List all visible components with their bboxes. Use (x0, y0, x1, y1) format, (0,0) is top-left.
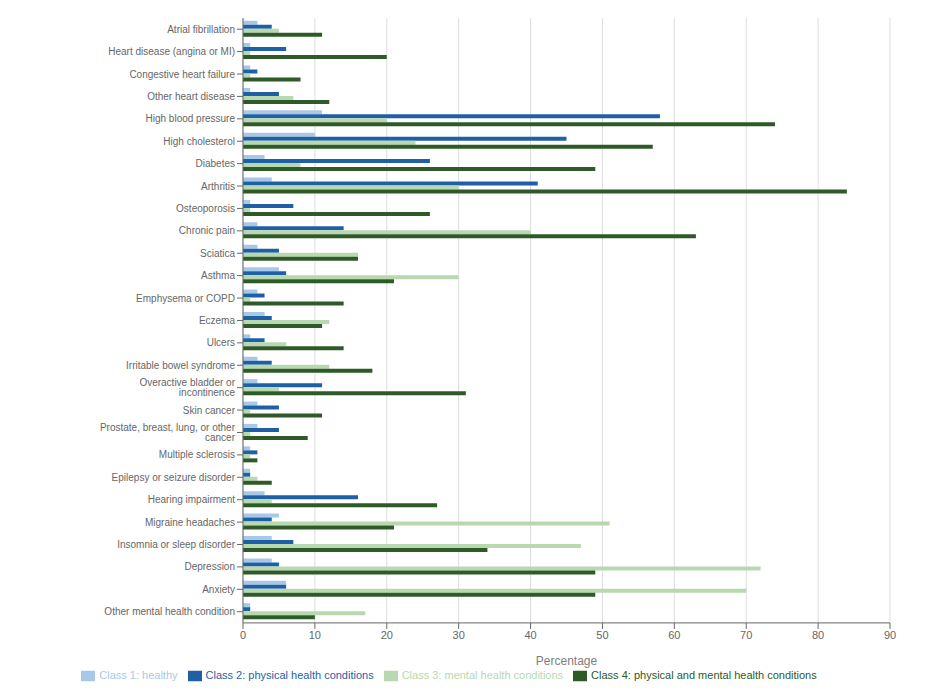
svg-text:Congestive heart failure: Congestive heart failure (129, 69, 235, 80)
svg-text:0: 0 (240, 629, 246, 641)
svg-text:Anxiety: Anxiety (202, 584, 235, 595)
svg-text:30: 30 (453, 629, 465, 641)
svg-text:70: 70 (740, 629, 752, 641)
svg-text:Overactive bladder orincontine: Overactive bladder orincontinence (139, 377, 235, 398)
svg-text:Asthma: Asthma (201, 270, 235, 281)
svg-text:Epilepsy or seizure disorder: Epilepsy or seizure disorder (112, 472, 236, 483)
svg-text:Sciatica: Sciatica (200, 248, 235, 259)
svg-text:Emphysema or COPD: Emphysema or COPD (136, 293, 235, 304)
svg-text:60: 60 (668, 629, 680, 641)
svg-text:Arthritis: Arthritis (201, 181, 235, 192)
svg-text:Prostate, breast, lung, or oth: Prostate, breast, lung, or othercancer (100, 422, 236, 443)
svg-text:Atrial fibrillation: Atrial fibrillation (167, 24, 235, 35)
svg-text:40: 40 (524, 629, 536, 641)
svg-text:High cholesterol: High cholesterol (163, 136, 235, 147)
svg-text:80: 80 (812, 629, 824, 641)
svg-text:50: 50 (596, 629, 608, 641)
html-text:Class 3: mental health conditi: Class 3: mental health conditions (401, 668, 564, 681)
svg-text:Ulcers: Ulcers (207, 337, 235, 348)
html-text:Class 1: healthy: Class 1: healthy (99, 668, 178, 681)
html-text:Class 4: physical and mental h: Class 4: physical and mental health cond… (591, 668, 817, 681)
svg-text:Insomnia or sleep disorder: Insomnia or sleep disorder (117, 539, 236, 550)
svg-text:Migraine headaches: Migraine headaches (145, 517, 235, 528)
svg-text:90: 90 (884, 629, 896, 641)
svg-text:Irritable bowel syndrome: Irritable bowel syndrome (126, 360, 235, 371)
svg-text:20: 20 (381, 629, 393, 641)
svg-text:Chronic pain: Chronic pain (179, 225, 235, 236)
svg-text:Osteoporosis: Osteoporosis (176, 203, 235, 214)
svg-text:Skin cancer: Skin cancer (183, 405, 236, 416)
svg-text:Hearing impairment: Hearing impairment (148, 494, 235, 505)
svg-text:10: 10 (309, 629, 321, 641)
svg-text:Other heart disease: Other heart disease (147, 91, 235, 102)
svg-text:Heart disease (angina or MI): Heart disease (angina or MI) (108, 46, 235, 57)
svg-text:Depression: Depression (184, 561, 235, 572)
svg-text:Other mental health condition: Other mental health condition (104, 606, 235, 617)
svg-text:Percentage: Percentage (536, 654, 598, 668)
svg-text:Diabetes: Diabetes (196, 158, 235, 169)
svg-text:High blood pressure: High blood pressure (146, 113, 236, 124)
svg-text:Multiple sclerosis: Multiple sclerosis (159, 449, 235, 460)
svg-text:Eczema: Eczema (199, 315, 236, 326)
html-text:Class 2: physical health condi: Class 2: physical health conditions (205, 668, 374, 681)
